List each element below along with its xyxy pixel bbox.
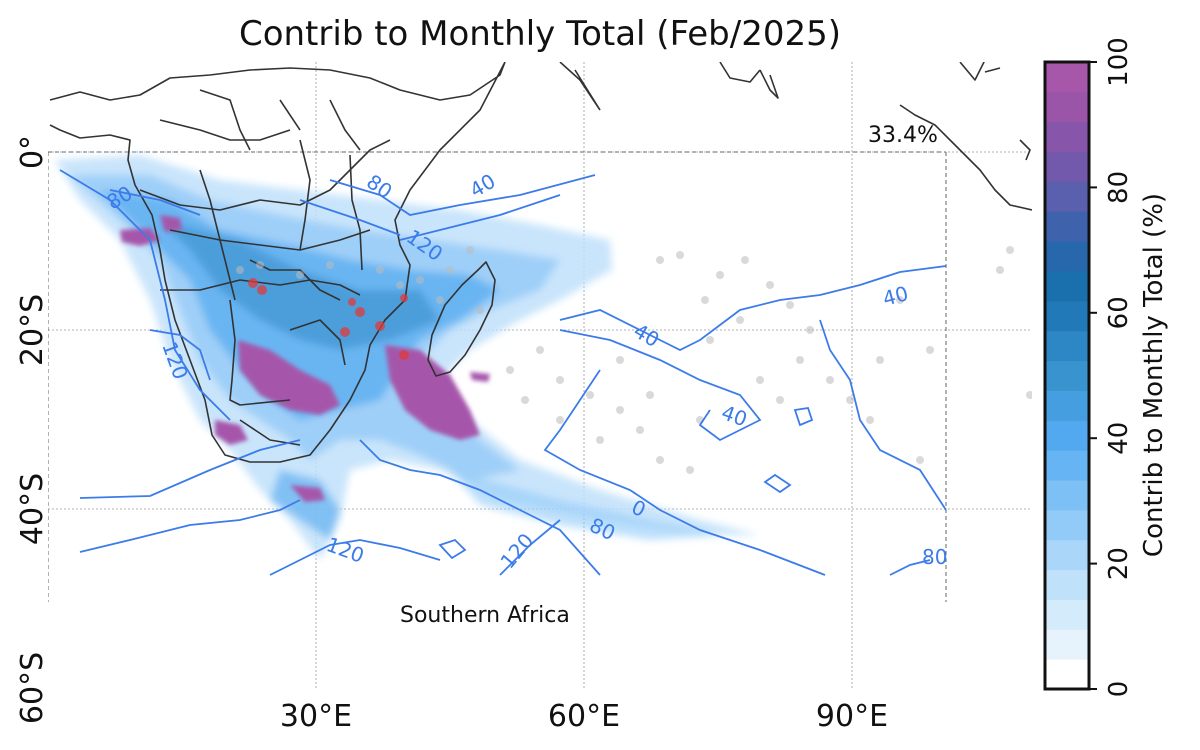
- colorbar-title: Contrib to Monthly Total (%): [1139, 193, 1169, 557]
- lon-label-60e: 60°E: [548, 699, 620, 734]
- lat-label-40s: 40°S: [15, 473, 50, 545]
- colorbar-tick-label: 40: [1104, 422, 1134, 455]
- lat-label-20s: 20°S: [15, 294, 50, 366]
- contour-label: 40: [880, 281, 911, 311]
- percent-label: 33.4%: [868, 123, 938, 148]
- colorbar-level: [1045, 62, 1089, 93]
- map-panel: 80 40 120 80 40 40 40 120 120 120 80 0 8…: [15, 62, 1032, 734]
- red-markers: [248, 278, 409, 360]
- coastlines: [49, 62, 1032, 463]
- lat-axis-labels: 0° 20°S 40°S 60°S: [15, 135, 50, 724]
- colorbar-level: [1045, 659, 1089, 690]
- colorbar-level: [1045, 539, 1089, 571]
- colorbar-level: [1045, 181, 1089, 212]
- colorbar-level: [1045, 420, 1089, 451]
- colorbar-levels: [1045, 62, 1089, 690]
- colorbar-level: [1045, 241, 1089, 272]
- colorbar-tick-label: 80: [1104, 171, 1134, 204]
- lat-label-60s: 60°S: [15, 652, 50, 724]
- colorbar-level: [1045, 360, 1089, 391]
- map-title: Contrib to Monthly Total (Feb/2025): [238, 14, 842, 54]
- colorbar-tick-label: 0: [1104, 681, 1134, 698]
- colorbar-tick-label: 100: [1104, 37, 1134, 87]
- colorbar-level: [1045, 480, 1089, 511]
- colorbar-level: [1045, 271, 1089, 302]
- colorbar-frame: [1043, 60, 1091, 691]
- contour-label: 120: [323, 532, 367, 568]
- colorbar-tick-label: 20: [1104, 547, 1134, 580]
- gray-markers: [236, 246, 1032, 474]
- contour-label: 40: [466, 169, 500, 203]
- colorbar-level: [1045, 390, 1089, 421]
- lon-label-30e: 30°E: [280, 699, 352, 734]
- colorbar-level: [1045, 121, 1089, 153]
- colorbar-level: [1045, 569, 1089, 600]
- contour-label: 40: [630, 319, 664, 353]
- colorbar-level: [1045, 151, 1089, 182]
- colorbar-level: [1045, 599, 1089, 630]
- colorbar-ticks: 0 20 40 60 80 100: [1089, 37, 1134, 697]
- contour-lines: [59, 169, 947, 576]
- contour-label: 80: [922, 545, 947, 569]
- lon-axis-labels: 30°E 60°E 90°E: [280, 699, 888, 734]
- colorbar-level: [1045, 629, 1089, 660]
- colorbar-level: [1045, 509, 1089, 541]
- region-label: Southern Africa: [400, 603, 570, 628]
- colorbar-level: [1045, 450, 1089, 481]
- contour-label: 120: [495, 529, 538, 574]
- colorbar-tick-label: 60: [1104, 296, 1134, 329]
- lon-label-90e: 90°E: [816, 699, 888, 734]
- colorbar-level: [1045, 300, 1089, 332]
- colorbar-level: [1045, 330, 1089, 362]
- colorbar-level: [1045, 91, 1089, 123]
- lat-label-0: 0°: [15, 135, 50, 169]
- domain-box: [48, 151, 947, 602]
- colorbar-level: [1045, 211, 1089, 242]
